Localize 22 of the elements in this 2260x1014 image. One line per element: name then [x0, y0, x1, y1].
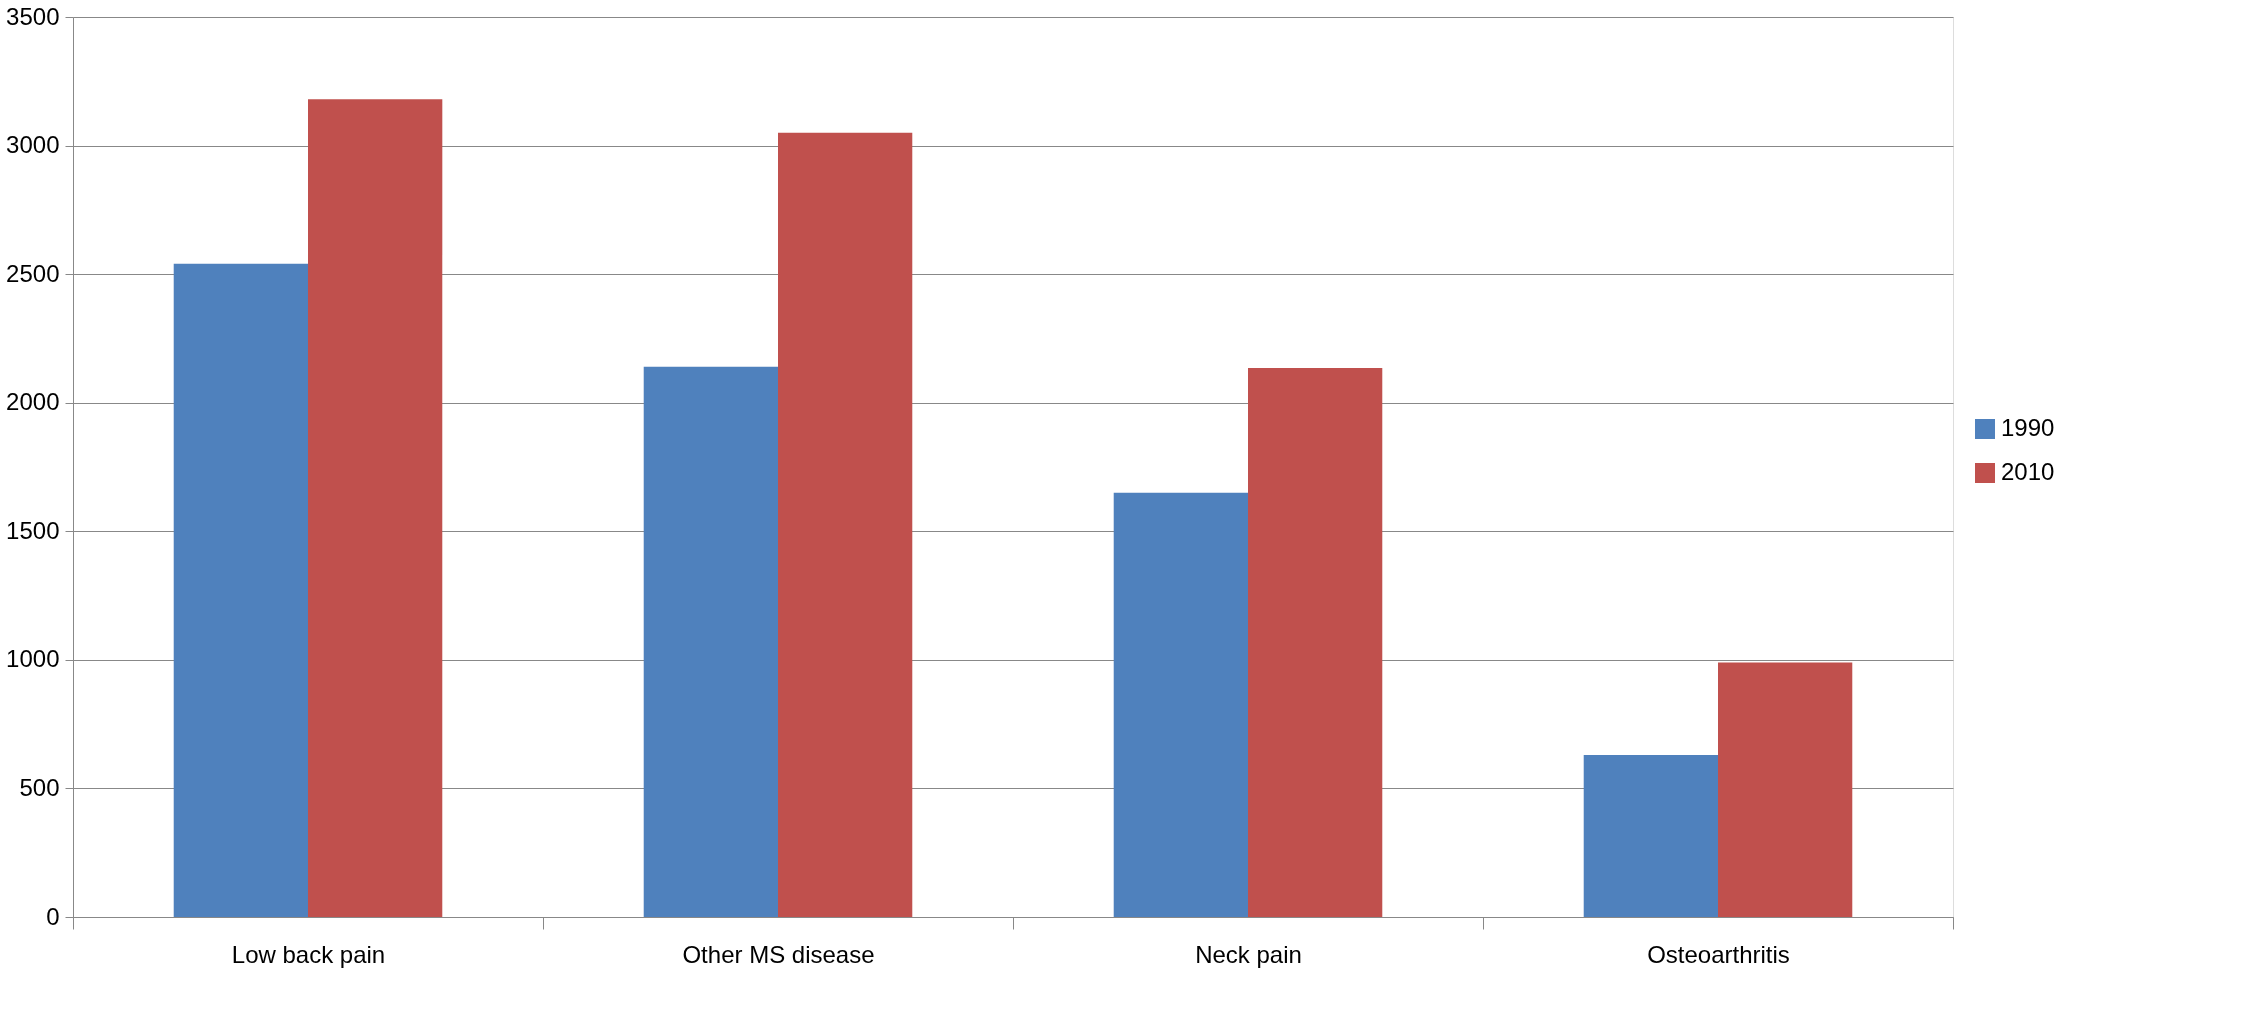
x-tick-label: Other MS disease: [682, 940, 875, 968]
x-tick-label: Osteoarthritis: [1647, 940, 1790, 968]
y-tick-label: 1000: [6, 645, 60, 673]
bar: [1718, 662, 1853, 917]
bar: [308, 99, 443, 917]
bar: [643, 366, 778, 917]
bar: [1113, 492, 1248, 917]
legend-label: 1990: [2001, 414, 2055, 441]
y-tick-label: 3500: [6, 2, 60, 30]
bar: [1583, 755, 1718, 917]
bar: [173, 263, 308, 917]
y-tick-label: 2500: [6, 259, 60, 287]
y-tick-label: 0: [46, 902, 60, 930]
legend-label: 2010: [2001, 458, 2055, 485]
bar: [1248, 368, 1383, 917]
x-tick-label: Low back pain: [231, 940, 386, 968]
y-tick-label: 1500: [6, 516, 60, 544]
x-tick-label: Neck pain: [1195, 940, 1302, 968]
y-tick-label: 500: [19, 773, 60, 801]
y-tick-label: 3000: [6, 131, 60, 159]
y-tick-label: 2000: [6, 388, 60, 416]
bar: [778, 132, 913, 917]
